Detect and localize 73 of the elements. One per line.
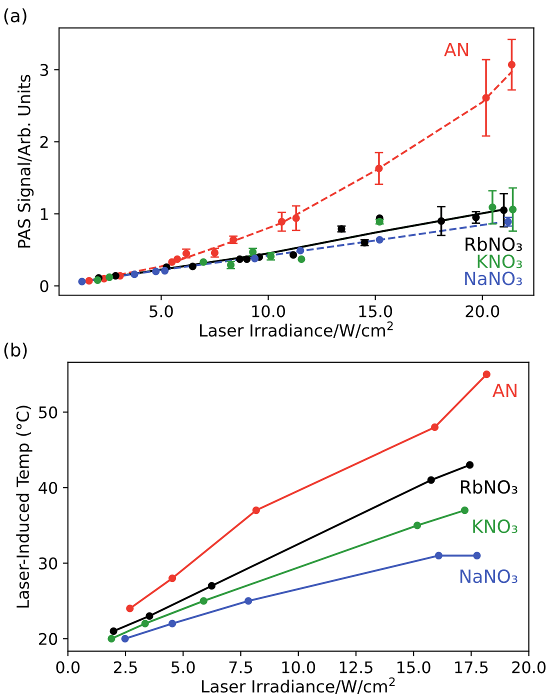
point bbox=[108, 634, 116, 643]
point bbox=[173, 255, 182, 264]
text: AN bbox=[444, 42, 468, 56]
point bbox=[200, 597, 208, 605]
x-tick-label: 15.0 bbox=[398, 661, 430, 674]
point bbox=[168, 574, 176, 582]
y-axis-title: PAS Signal/Arb. Units bbox=[17, 74, 34, 248]
chart-title: (a) bbox=[4, 8, 26, 24]
series-label: AN bbox=[492, 384, 516, 398]
point bbox=[146, 612, 154, 620]
x-tick-label: 20.0 bbox=[466, 305, 500, 318]
point bbox=[250, 254, 259, 262]
point bbox=[434, 552, 443, 560]
point bbox=[430, 423, 439, 432]
point bbox=[466, 461, 474, 469]
y-tick-label: 0 bbox=[40, 280, 48, 292]
y-axis-title: Laser-Induced Temp (°C) bbox=[16, 406, 32, 608]
point bbox=[473, 552, 481, 560]
series-label: RbNO₃ bbox=[466, 237, 522, 252]
point bbox=[110, 627, 118, 635]
point bbox=[168, 258, 176, 266]
point bbox=[78, 278, 86, 286]
point bbox=[85, 277, 93, 285]
x-tick-label: 20.0 bbox=[512, 661, 546, 674]
point bbox=[482, 370, 490, 378]
point bbox=[200, 258, 208, 266]
point bbox=[244, 597, 252, 605]
point bbox=[141, 620, 149, 628]
x-tick-label: 17.5 bbox=[455, 661, 488, 674]
x-axis-title: Laser Irradiance/W/cm$^{2}$ bbox=[202, 677, 395, 694]
text: KNO₃ bbox=[478, 254, 522, 268]
x-tick-label: 15.0 bbox=[359, 305, 392, 318]
point bbox=[252, 506, 260, 514]
point bbox=[168, 620, 176, 628]
point bbox=[161, 266, 169, 275]
point bbox=[243, 255, 251, 264]
x-tick-label: 5.0 bbox=[172, 661, 195, 674]
x-axis-title: Laser Irradiance/W/cm$^{2}$ bbox=[200, 321, 393, 338]
point bbox=[152, 268, 160, 276]
y-tick-label: 2 bbox=[40, 136, 48, 148]
series-label: RbNO₃ bbox=[461, 480, 518, 494]
y-tick-label: 20 bbox=[39, 632, 58, 645]
x-tick-label: 7.5 bbox=[229, 661, 252, 674]
point bbox=[121, 634, 129, 643]
y-tick-label: 30 bbox=[39, 557, 58, 570]
chart-title: (b) bbox=[4, 342, 27, 359]
x-tick-label: 10.0 bbox=[252, 305, 285, 318]
point bbox=[126, 604, 134, 612]
point bbox=[413, 522, 422, 530]
x-tick-label: 2.5 bbox=[114, 661, 137, 674]
point bbox=[427, 476, 435, 484]
point bbox=[296, 246, 304, 254]
x-tick-label: 0.0 bbox=[56, 661, 80, 674]
point bbox=[188, 262, 196, 270]
y-tick-label: 3 bbox=[40, 64, 48, 76]
x-tick-label: 12.5 bbox=[340, 661, 372, 674]
y-tick-label: 50 bbox=[39, 406, 58, 418]
x-tick-label: 10.0 bbox=[282, 661, 316, 674]
series-label: NaNO₃ bbox=[460, 569, 518, 584]
point bbox=[236, 255, 244, 264]
y-tick-label: 40 bbox=[38, 482, 58, 494]
point bbox=[208, 582, 216, 590]
point bbox=[290, 251, 298, 259]
point bbox=[106, 273, 114, 282]
point bbox=[130, 270, 138, 278]
series-label: KNO₃ bbox=[473, 519, 518, 534]
y-tick-label: 1 bbox=[40, 208, 48, 220]
point bbox=[376, 236, 384, 244]
point bbox=[112, 272, 120, 280]
x-tick-label: 5.0 bbox=[150, 305, 173, 318]
point bbox=[460, 506, 469, 514]
point bbox=[298, 255, 306, 264]
text: NaNO₃ bbox=[465, 272, 522, 286]
